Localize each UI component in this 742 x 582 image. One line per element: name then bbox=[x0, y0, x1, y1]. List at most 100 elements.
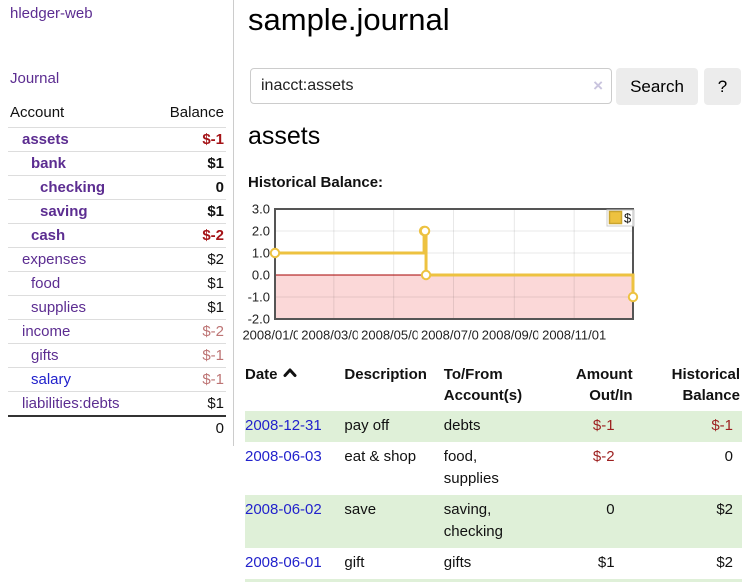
sidebar-account-link[interactable]: assets bbox=[22, 131, 69, 148]
account-name-cell: gifts bbox=[8, 343, 153, 368]
sidebar-account-link[interactable]: bank bbox=[31, 155, 67, 172]
transaction-balance: 0 bbox=[724, 448, 733, 465]
account-balance: $2 bbox=[152, 247, 226, 272]
transaction-row: 2008-01-01incomesalary$1$1 bbox=[245, 579, 742, 582]
header-line2: Out/In bbox=[589, 387, 633, 404]
chart-title: Historical Balance: bbox=[248, 174, 384, 191]
y-axis-tick-label: 2.0 bbox=[252, 224, 270, 239]
header-line1: Date bbox=[245, 364, 344, 385]
x-axis-tick-label: 2008/09/01 bbox=[482, 328, 547, 343]
data-point-marker bbox=[419, 225, 431, 237]
sidebar-account-link[interactable]: gifts bbox=[31, 347, 59, 364]
transaction-row: 2008-06-02 save saving, checking 0 $2 bbox=[245, 495, 742, 548]
sort-ascending-icon bbox=[283, 368, 297, 377]
accounts-table: Account Balance assets $-1 bank $1 checking 0… bbox=[8, 100, 226, 440]
account-balance: 0 bbox=[152, 175, 226, 200]
transaction-balance: $2 bbox=[716, 501, 733, 518]
transaction-date-link[interactable]: 2008-06-03 bbox=[245, 448, 322, 465]
transaction-date-cell: 2008-06-01 bbox=[245, 548, 344, 579]
transaction-date-link[interactable]: 2008-06-02 bbox=[245, 501, 322, 518]
legend-swatch bbox=[608, 210, 623, 225]
y-axis-tick-label: 1.0 bbox=[252, 246, 270, 261]
account-balance: $-2 bbox=[152, 223, 226, 248]
sidebar-account-link[interactable]: checking bbox=[40, 179, 106, 196]
sidebar-account-link[interactable]: cash bbox=[31, 227, 66, 244]
help-button[interactable]: ? bbox=[704, 68, 741, 105]
sidebar-account-link[interactable]: food bbox=[31, 275, 61, 292]
register-header-row: Date Description To/From Account(s) Amount Ou… bbox=[245, 362, 742, 411]
transaction-amount: $1 bbox=[597, 554, 615, 571]
x-axis-tick-label: 2008/05/01 bbox=[361, 328, 426, 343]
header-line1: Amount bbox=[575, 366, 633, 383]
sidebar-account-link[interactable]: saving bbox=[40, 203, 88, 220]
account-row: cash $-2 bbox=[8, 223, 226, 248]
sidebar-account-link[interactable]: liabilities:debts bbox=[22, 395, 120, 412]
transaction-description: pay off bbox=[344, 417, 390, 434]
transaction-date-cell: 2008-12-31 bbox=[245, 411, 344, 442]
search-input[interactable] bbox=[250, 68, 612, 104]
accounts-total-row: 0 bbox=[8, 415, 226, 440]
sidebar-item-journal[interactable]: Journal bbox=[10, 70, 60, 87]
x-axis-tick-label: 2008/07/01 bbox=[421, 328, 486, 343]
search-form: × bbox=[250, 68, 612, 104]
x-axis-tick-label: 2008/01/01 bbox=[242, 328, 307, 343]
account-row: expenses $2 bbox=[8, 247, 226, 272]
transaction-date-cell: 2008-06-02 bbox=[245, 495, 344, 548]
account-row: income $-2 bbox=[8, 319, 226, 344]
clear-search-icon[interactable]: × bbox=[593, 76, 603, 95]
sidebar: hledger-web Journal Account Balance asse… bbox=[0, 0, 234, 446]
transaction-accounts: debts bbox=[443, 417, 481, 434]
transaction-accounts: food, supplies bbox=[443, 448, 499, 487]
register-header-historical: Historical Balance bbox=[643, 362, 742, 411]
account-balance: $-1 bbox=[152, 343, 226, 368]
register-header-amount: Amount Out/In bbox=[543, 362, 642, 411]
account-name-cell: income bbox=[8, 319, 153, 344]
transaction-date-link[interactable]: 2008-12-31 bbox=[245, 417, 322, 434]
account-row: supplies $1 bbox=[8, 295, 226, 320]
account-name-cell: liabilities:debts bbox=[8, 391, 153, 416]
account-name-cell: assets bbox=[8, 127, 153, 152]
register-header-tofrom: To/From Account(s) bbox=[444, 362, 543, 411]
transaction-accounts: gifts bbox=[443, 554, 472, 571]
account-row: gifts $-1 bbox=[8, 343, 226, 368]
register-table: Date Description To/From Account(s) Amount Ou… bbox=[245, 362, 742, 582]
accounts-header-account: Account bbox=[10, 104, 65, 121]
account-name-cell: supplies bbox=[8, 295, 153, 320]
account-name-cell: food bbox=[8, 271, 153, 296]
transaction-row: 2008-06-01 gift gifts $1 $2 bbox=[245, 548, 742, 579]
header-line1: Description bbox=[344, 366, 427, 383]
account-name-cell: salary bbox=[8, 367, 153, 392]
register-header-date[interactable]: Date bbox=[245, 362, 344, 411]
sidebar-account-link[interactable]: supplies bbox=[31, 299, 87, 316]
transaction-amount: $-2 bbox=[592, 448, 615, 465]
historical-balance-chart: $3.0 2.0 1.0 0.0 -1.0 -2.0 2008/01/01 2008/03/0… bbox=[240, 200, 742, 348]
sidebar-account-link[interactable]: expenses bbox=[22, 251, 87, 268]
account-balance: $1 bbox=[152, 199, 226, 224]
x-axis-tick-label: 2008/11/01 bbox=[542, 328, 606, 343]
y-axis-tick-label: 0.0 bbox=[252, 268, 270, 283]
transaction-row: 2008-06-03 eat & shop food, supplies $-2 0 bbox=[245, 442, 742, 495]
account-name-cell: saving bbox=[8, 199, 153, 224]
account-balance: $1 bbox=[152, 151, 226, 176]
account-balance: $1 bbox=[152, 391, 226, 416]
register-header-description: Description bbox=[344, 362, 443, 411]
account-balance: $1 bbox=[152, 271, 226, 296]
transaction-description: save bbox=[344, 501, 377, 518]
transaction-description: eat & shop bbox=[344, 448, 417, 465]
account-name-cell: expenses bbox=[8, 247, 153, 272]
header-line2: Account(s) bbox=[443, 387, 523, 404]
balance-chart-svg: $3.0 2.0 1.0 0.0 -1.0 -2.02008/01/012008/03/0… bbox=[240, 202, 639, 343]
account-balance: $-2 bbox=[152, 319, 226, 344]
sidebar-account-link[interactable]: income bbox=[22, 323, 71, 340]
search-button[interactable]: Search bbox=[616, 68, 698, 105]
data-point-marker bbox=[420, 269, 432, 281]
sidebar-account-link[interactable]: salary bbox=[31, 371, 72, 388]
transaction-accounts: saving, checking bbox=[443, 501, 503, 540]
transaction-date-link[interactable]: 2008-06-01 bbox=[245, 554, 322, 571]
transaction-amount: 0 bbox=[606, 501, 615, 518]
account-row: assets $-1 bbox=[8, 127, 226, 152]
app-title-link[interactable]: hledger-web bbox=[10, 5, 93, 22]
account-row: bank $1 bbox=[8, 151, 226, 176]
transaction-description: gift bbox=[344, 554, 365, 571]
y-axis-tick-label: 3.0 bbox=[252, 202, 270, 217]
